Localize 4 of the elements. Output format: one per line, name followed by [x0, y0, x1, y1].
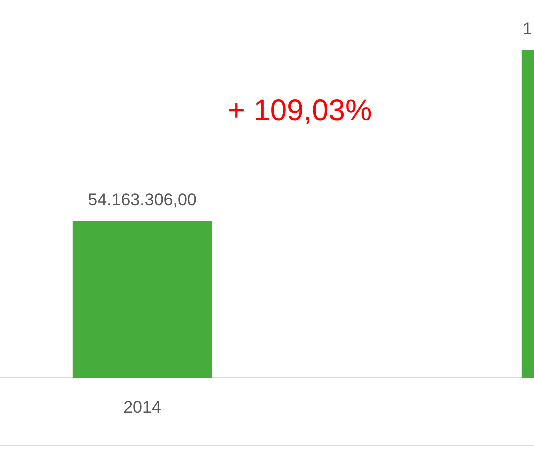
x-tick-label: 2014 — [124, 398, 162, 417]
data-label: 54.163.306,00 — [88, 190, 197, 210]
annotation: + 109,03% — [228, 94, 372, 128]
text: 1 — [522, 19, 532, 38]
